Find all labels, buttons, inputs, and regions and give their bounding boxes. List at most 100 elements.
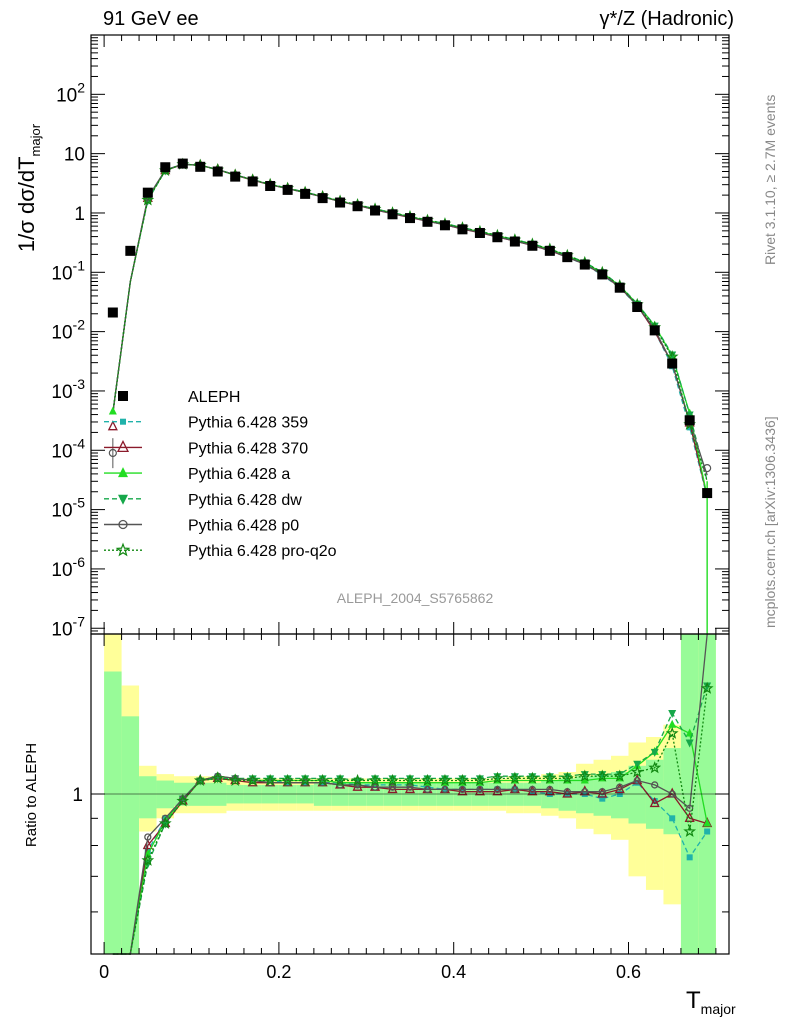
ratio-point xyxy=(614,782,625,794)
data-point xyxy=(684,415,695,426)
ratio-point xyxy=(263,773,277,786)
main-point xyxy=(107,420,118,431)
y-tick-label: 10 xyxy=(64,145,85,166)
legend-label: Pythia 6.428 pro-q2o xyxy=(188,543,337,560)
ratio-point xyxy=(665,726,679,739)
band-inner-bin xyxy=(104,671,122,954)
main-point xyxy=(668,351,677,360)
ratio-point xyxy=(543,771,557,784)
ratio-point xyxy=(143,849,152,858)
main-point xyxy=(686,424,693,431)
ratio-point xyxy=(595,769,609,782)
data-point xyxy=(177,158,188,169)
data-point xyxy=(649,325,660,336)
y-tick-label: 10-4 xyxy=(51,435,85,462)
legend-label: Pythia 6.428 dw xyxy=(188,492,302,509)
analysis-id: ALEPH_2004_S5765862 xyxy=(337,590,494,606)
data-point xyxy=(614,282,625,293)
ratio-point xyxy=(441,785,449,794)
ratio-point xyxy=(458,785,467,794)
main-point xyxy=(703,464,712,473)
legend-marker xyxy=(118,391,128,401)
data-point xyxy=(632,302,643,313)
x-tick-label: 0.4 xyxy=(441,962,466,982)
y-tick-label: 1 xyxy=(74,204,85,225)
data-point xyxy=(247,176,258,187)
data-point xyxy=(527,240,538,251)
ratio-point xyxy=(421,773,434,786)
ratio-point xyxy=(616,783,624,791)
ratio-point xyxy=(142,839,153,850)
ratio-point xyxy=(563,773,572,782)
ratio-point xyxy=(404,782,416,794)
ratio-point xyxy=(651,798,658,805)
data-point xyxy=(702,488,713,499)
data-point xyxy=(317,193,328,204)
ratio-point xyxy=(298,773,312,786)
ratio-point xyxy=(581,788,589,796)
data-point xyxy=(562,252,573,263)
legend-label: Pythia 6.428 359 xyxy=(188,415,308,432)
ratio-point xyxy=(176,794,190,807)
ratio-point xyxy=(144,833,152,841)
ratio-point xyxy=(686,854,693,861)
band-inner-bin xyxy=(156,780,175,809)
data-point xyxy=(230,171,241,182)
ratio-point xyxy=(406,783,414,791)
ratio-point xyxy=(406,775,414,784)
data-point xyxy=(370,205,381,216)
ratio-point xyxy=(193,773,207,786)
data-point xyxy=(509,236,520,247)
ratio-point xyxy=(231,775,240,784)
legend-label: Pythia 6.428 p0 xyxy=(188,518,299,535)
legend-marker xyxy=(118,519,128,530)
ratio-point xyxy=(634,779,641,786)
data-point xyxy=(387,209,398,220)
x-tick-label: 0.2 xyxy=(266,962,291,982)
ratio-point xyxy=(371,783,379,791)
ratio-point xyxy=(613,769,627,782)
ratio-point xyxy=(650,748,659,757)
ratio-point xyxy=(615,771,624,780)
data-point xyxy=(335,197,346,208)
ratio-point xyxy=(630,765,644,778)
data-point xyxy=(579,259,590,270)
data-point xyxy=(544,245,555,256)
ratio-point xyxy=(527,785,538,796)
y-tick-label: 10-3 xyxy=(51,376,85,403)
ratio-point xyxy=(633,776,641,785)
ratio-point xyxy=(703,818,712,827)
ratio-point xyxy=(528,773,537,782)
data-point xyxy=(282,184,293,195)
ratio-point xyxy=(563,788,571,796)
ratio-point xyxy=(457,785,468,796)
ratio-point xyxy=(473,773,487,786)
data-point xyxy=(439,220,450,231)
ratio-point xyxy=(493,785,502,794)
ratio-point xyxy=(598,771,607,780)
ratio-point xyxy=(633,760,642,769)
ratio-point xyxy=(528,785,537,794)
ratio-point xyxy=(685,739,694,748)
data-point xyxy=(667,358,678,369)
ratio-axis-title: Ratio to ALEPH xyxy=(23,743,40,847)
legend-label: Pythia 6.428 370 xyxy=(188,440,308,457)
ratio-point xyxy=(669,815,676,822)
ratio-point xyxy=(246,773,260,786)
ratio-point xyxy=(141,853,155,866)
ratio-point xyxy=(651,781,659,789)
ratio-point xyxy=(525,771,539,784)
header-left: 91 GeV ee xyxy=(103,8,199,30)
ratio-point xyxy=(423,785,432,794)
ratio-point xyxy=(649,796,660,808)
band-inner-bin xyxy=(139,776,157,819)
ratio-point xyxy=(440,775,449,784)
ratio-point xyxy=(493,773,502,782)
ratio-point xyxy=(371,775,380,784)
legend-marker xyxy=(120,418,126,425)
ratio-point xyxy=(562,787,573,798)
ratio-point xyxy=(161,814,169,822)
data-point xyxy=(300,188,311,199)
ratio-point xyxy=(668,719,677,728)
